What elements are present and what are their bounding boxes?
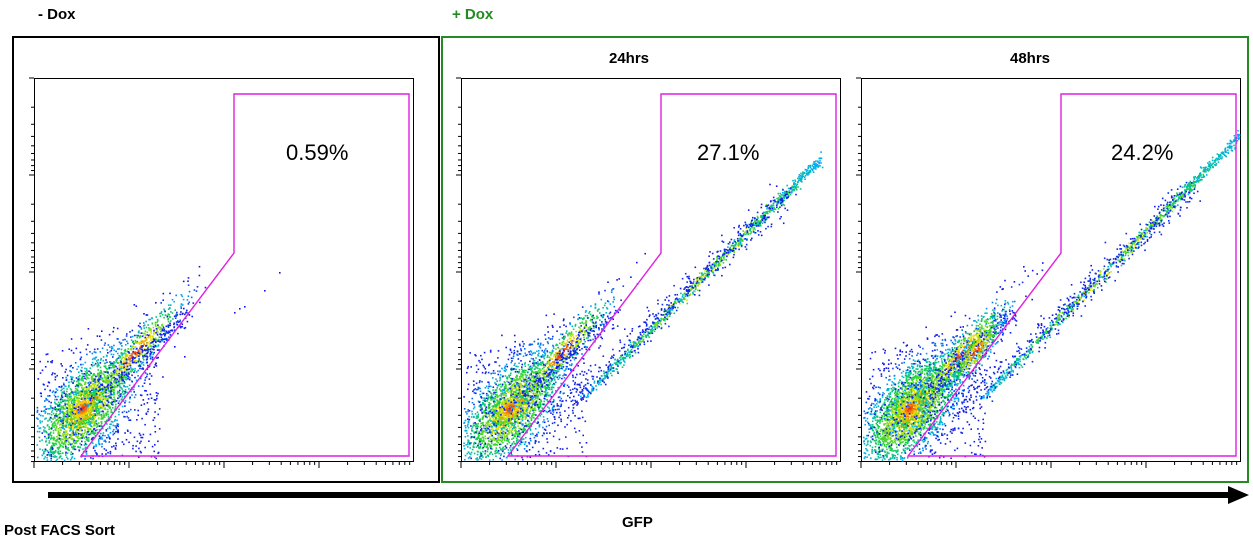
facs-plot-minus-dox: 0.59% [34,78,414,462]
panel-title-48hrs: 48hrs [1010,50,1050,67]
plus-dox-label: + Dox [452,6,493,23]
facs-plot-24hrs: 27.1% [461,78,841,462]
facs-plot-48hrs: 24.2% [861,78,1241,462]
panel-title-24hrs: 24hrs [609,50,649,67]
footer-caption: Post FACS Sort [4,522,115,539]
gate-percentage-label: 27.1% [697,140,759,165]
gate-percentage-label: 0.59% [286,140,348,165]
gate-percentage-label: 24.2% [1111,140,1173,165]
gfp-axis-arrow [0,480,1253,510]
gfp-axis-caption: GFP [622,514,653,531]
minus-dox-label: - Dox [38,6,76,23]
